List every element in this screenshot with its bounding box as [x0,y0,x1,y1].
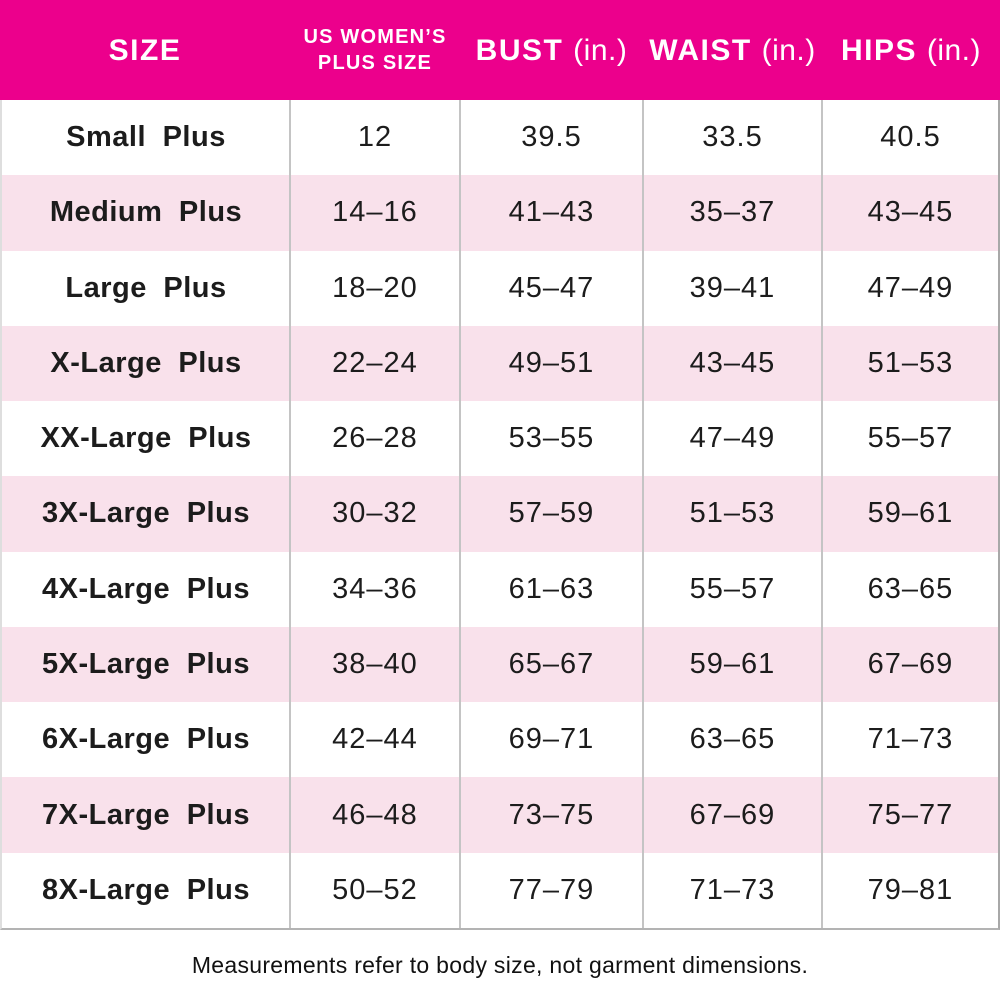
column-header-bust-unit: (in.) [573,33,628,67]
column-header-waist-label: WAIST [649,33,752,67]
cell-bust: 77–79 [508,873,595,906]
cell-hips: 67–69 [867,647,954,680]
column-header-plus-size-line1: US WOMEN’S [303,26,447,48]
column-header-bust-label: BUST [475,33,564,67]
cell-size: X-Large Plus [50,346,242,379]
cell-bust: 57–59 [508,497,595,530]
cell-plus-size: 50–52 [332,873,418,906]
column-header-size: SIZE [0,34,290,67]
table-row: 7X-Large Plus 46–48 73–75 67–69 75–77 [2,777,998,853]
cell-plus-size: 26–28 [332,422,418,455]
column-header-bust: BUST (in.) [460,34,643,67]
table-header-row: SIZE US WOMEN’S PLUS SIZE BUST (in.) WAI… [0,0,1000,100]
cell-hips: 43–45 [867,196,954,229]
table-row: 4X-Large Plus 34–36 61–63 55–57 63–65 [2,551,998,627]
cell-waist: 43–45 [689,346,776,379]
table-body: Small Plus 12 39.5 33.5 40.5 Medium Plus… [0,100,1000,930]
column-header-waist-unit: (in.) [761,33,816,67]
cell-size: 4X-Large Plus [42,572,250,605]
table-row: 6X-Large Plus 42–44 69–71 63–65 71–73 [2,702,998,778]
column-divider [289,100,291,928]
cell-waist: 47–49 [689,422,776,455]
cell-bust: 65–67 [508,647,595,680]
cell-bust: 53–55 [508,422,595,455]
cell-hips: 40.5 [880,121,941,154]
cell-size: 5X-Large Plus [42,647,250,680]
cell-hips: 47–49 [867,271,954,304]
column-header-plus-size-line2: PLUS SIZE [317,52,433,74]
cell-size: 8X-Large Plus [42,873,250,906]
cell-bust: 61–63 [508,572,595,605]
cell-size: XX-Large Plus [40,422,252,455]
cell-hips: 51–53 [867,346,954,379]
cell-hips: 55–57 [867,422,954,455]
cell-hips: 79–81 [867,873,954,906]
cell-waist: 55–57 [689,572,776,605]
column-header-plus-size: US WOMEN’S PLUS SIZE [290,24,460,76]
table-row: X-Large Plus 22–24 49–51 43–45 51–53 [2,325,998,402]
table-row: Small Plus 12 39.5 33.5 40.5 [2,100,998,176]
table-row: Large Plus 18–20 45–47 39–41 47–49 [2,250,998,326]
cell-size: Large Plus [65,271,227,304]
table-row: 8X-Large Plus 50–52 77–79 71–73 79–81 [2,852,998,928]
table-row: 3X-Large Plus 30–32 57–59 51–53 59–61 [2,476,998,552]
column-divider [642,100,644,928]
cell-size: 6X-Large Plus [42,723,250,756]
cell-size: 3X-Large Plus [42,497,250,530]
cell-hips: 75–77 [867,798,954,831]
cell-waist: 67–69 [689,798,776,831]
cell-bust: 39.5 [521,121,582,154]
column-divider [459,100,461,928]
cell-plus-size: 30–32 [332,497,418,530]
cell-waist: 63–65 [689,723,776,756]
cell-size: 7X-Large Plus [42,798,250,831]
column-header-hips-unit: (in.) [926,33,982,67]
cell-plus-size: 46–48 [332,798,418,831]
table-row: XX-Large Plus 26–28 53–55 47–49 55–57 [2,401,998,477]
cell-size: Medium Plus [49,196,243,229]
cell-waist: 59–61 [689,647,776,680]
cell-plus-size: 34–36 [332,572,418,605]
cell-waist: 33.5 [702,121,763,154]
table-row: 5X-Large Plus 38–40 65–67 59–61 67–69 [2,626,998,703]
cell-waist: 39–41 [689,271,776,304]
cell-hips: 59–61 [867,497,954,530]
cell-bust: 69–71 [508,723,595,756]
cell-plus-size: 12 [357,121,393,154]
column-header-size-label: SIZE [108,33,182,67]
cell-waist: 51–53 [689,497,776,530]
cell-size: Small Plus [66,121,226,154]
cell-plus-size: 38–40 [332,647,418,680]
column-header-hips: HIPS (in.) [822,34,1000,67]
cell-hips: 71–73 [867,723,954,756]
column-divider [821,100,823,928]
cell-plus-size: 42–44 [332,723,418,756]
footer: Measurements refer to body size, not gar… [0,930,1000,1000]
cell-bust: 41–43 [508,196,595,229]
cell-bust: 49–51 [508,346,595,379]
cell-plus-size: 14–16 [332,196,418,229]
table-row: Medium Plus 14–16 41–43 35–37 43–45 [2,175,998,251]
cell-bust: 45–47 [508,271,595,304]
column-header-waist: WAIST (in.) [643,34,822,67]
cell-bust: 73–75 [508,798,595,831]
cell-waist: 71–73 [689,873,776,906]
cell-waist: 35–37 [689,196,776,229]
cell-plus-size: 18–20 [332,271,418,304]
cell-hips: 63–65 [867,572,954,605]
footnote: Measurements refer to body size, not gar… [191,951,809,978]
column-header-hips-label: HIPS [840,33,917,67]
cell-plus-size: 22–24 [332,346,418,379]
